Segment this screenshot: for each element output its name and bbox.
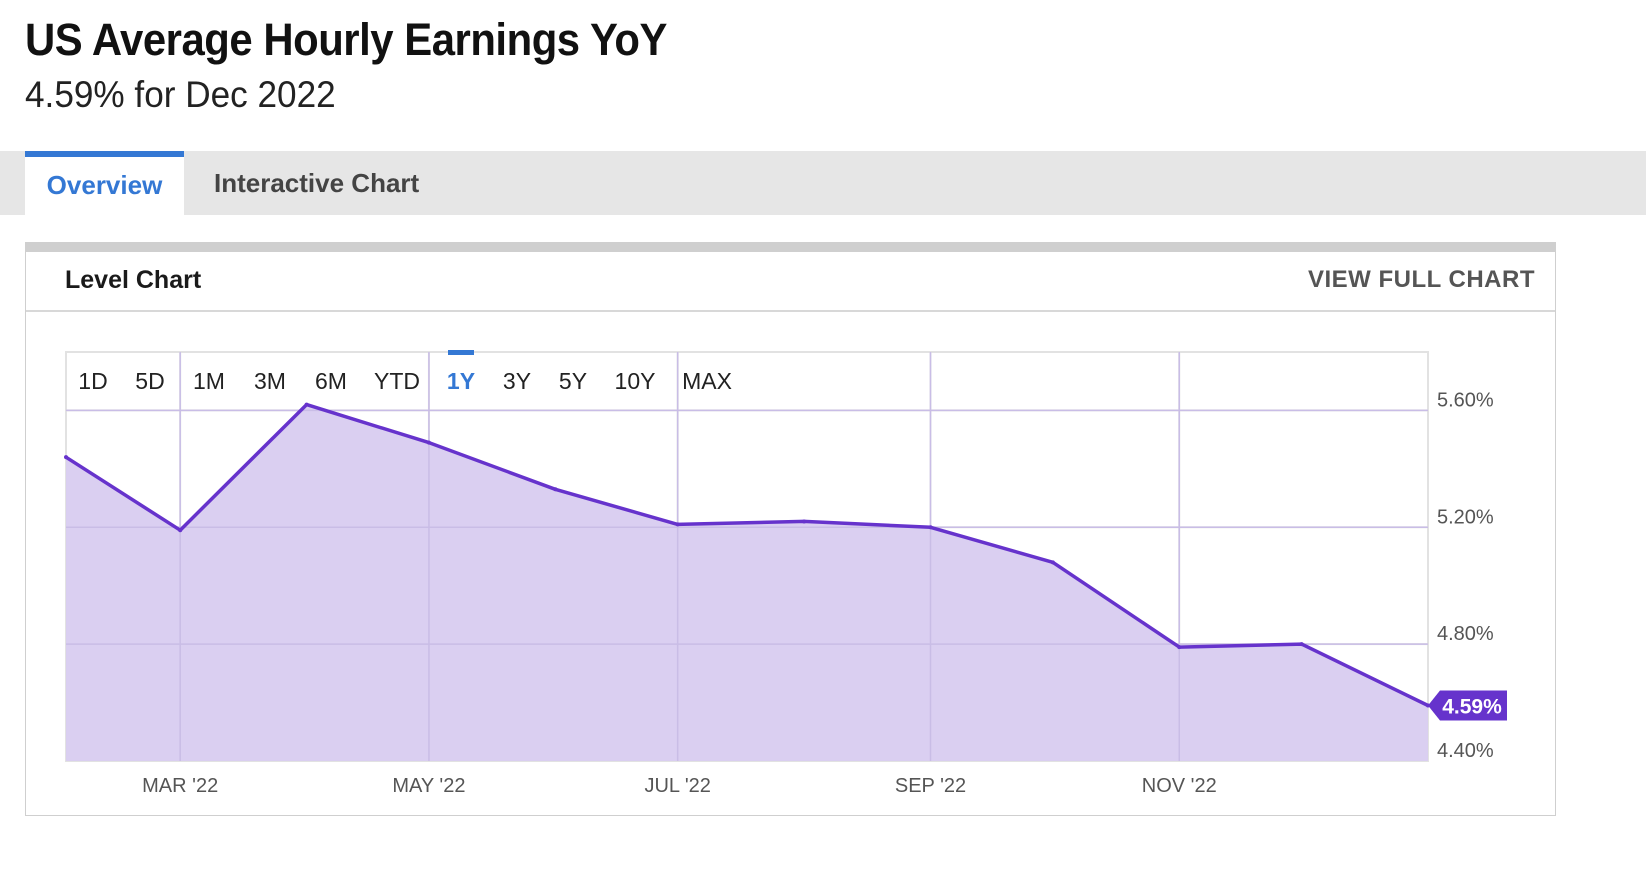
y-axis-ticks: 5.60% 5.20% 4.80% 4.40% bbox=[1437, 389, 1494, 762]
range-button-label: 3M bbox=[254, 368, 286, 394]
x-tick-label: SEP '22 bbox=[895, 775, 966, 797]
y-tick-label: 5.20% bbox=[1437, 506, 1494, 528]
range-button-label: YTD bbox=[374, 368, 420, 394]
grid-overlay bbox=[66, 352, 1428, 761]
range-button-label: 1Y bbox=[447, 368, 475, 394]
panel-title: Level Chart bbox=[65, 266, 202, 294]
series-line bbox=[65, 402, 1429, 708]
range-button-max[interactable]: MAX bbox=[682, 368, 732, 394]
data-point bbox=[304, 402, 309, 407]
data-point bbox=[178, 528, 183, 533]
data-point bbox=[426, 440, 431, 445]
x-tick-label: NOV '22 bbox=[1142, 775, 1217, 797]
x-tick-label: JUL '22 bbox=[644, 775, 710, 797]
range-selector: 1D 5D 1M 3M 6M YTD 1Y 3Y 5Y 10Y MAX bbox=[78, 350, 732, 394]
x-tick-label: MAY '22 bbox=[392, 775, 465, 797]
data-point bbox=[1050, 560, 1055, 565]
range-button-label: 10Y bbox=[615, 368, 656, 394]
y-tick-label: 4.40% bbox=[1437, 740, 1494, 762]
range-button-label: MAX bbox=[682, 368, 732, 394]
range-button-3m[interactable]: 3M bbox=[254, 368, 286, 394]
range-active-indicator bbox=[448, 350, 474, 355]
area-fill bbox=[66, 404, 1428, 761]
data-point bbox=[802, 519, 807, 524]
data-point bbox=[553, 487, 558, 492]
range-button-label: 5Y bbox=[559, 368, 587, 394]
range-button-label: 6M bbox=[315, 368, 347, 394]
range-button-6m[interactable]: 6M bbox=[315, 368, 347, 394]
x-axis-ticks: MAR '22 MAY '22 JUL '22 SEP '22 NOV '22 bbox=[142, 775, 1217, 797]
range-button-1m[interactable]: 1M bbox=[193, 368, 225, 394]
data-point bbox=[64, 455, 68, 460]
y-tick-label: 4.80% bbox=[1437, 623, 1494, 645]
badge-label: 4.59% bbox=[1442, 695, 1502, 718]
range-button-3y[interactable]: 3Y bbox=[503, 368, 531, 394]
range-button-10y[interactable]: 10Y bbox=[615, 368, 656, 394]
range-button-label: 1M bbox=[193, 368, 225, 394]
range-button-label: 5D bbox=[135, 368, 164, 394]
range-button-label: 1D bbox=[78, 368, 107, 394]
page-title: US Average Hourly Earnings YoY bbox=[25, 14, 667, 65]
tab-bar: Overview Interactive Chart bbox=[0, 151, 1646, 215]
range-button-1y[interactable]: 1Y bbox=[447, 350, 475, 394]
range-button-1d[interactable]: 1D bbox=[78, 368, 107, 394]
tab-overview[interactable]: Overview bbox=[25, 151, 184, 215]
tab-interactive-chart[interactable]: Interactive Chart bbox=[214, 168, 420, 198]
x-tick-label: MAR '22 bbox=[142, 775, 218, 797]
y-tick-label: 5.60% bbox=[1437, 389, 1494, 411]
data-point bbox=[1177, 645, 1182, 650]
data-point bbox=[675, 522, 680, 527]
range-button-5y[interactable]: 5Y bbox=[559, 368, 587, 394]
range-button-5d[interactable]: 5D bbox=[135, 368, 164, 394]
page-subtitle: 4.59% for Dec 2022 bbox=[25, 74, 336, 115]
view-full-chart-link[interactable]: VIEW FULL CHART bbox=[1307, 266, 1535, 293]
data-point bbox=[1299, 642, 1304, 647]
range-button-ytd[interactable]: YTD bbox=[374, 368, 420, 394]
range-button-label: 3Y bbox=[503, 368, 531, 394]
badge-shape bbox=[1428, 690, 1507, 721]
panel-header: Level Chart VIEW FULL CHART bbox=[26, 252, 1555, 312]
last-value-badge: 4.59% bbox=[1428, 690, 1507, 721]
data-point bbox=[928, 525, 933, 530]
